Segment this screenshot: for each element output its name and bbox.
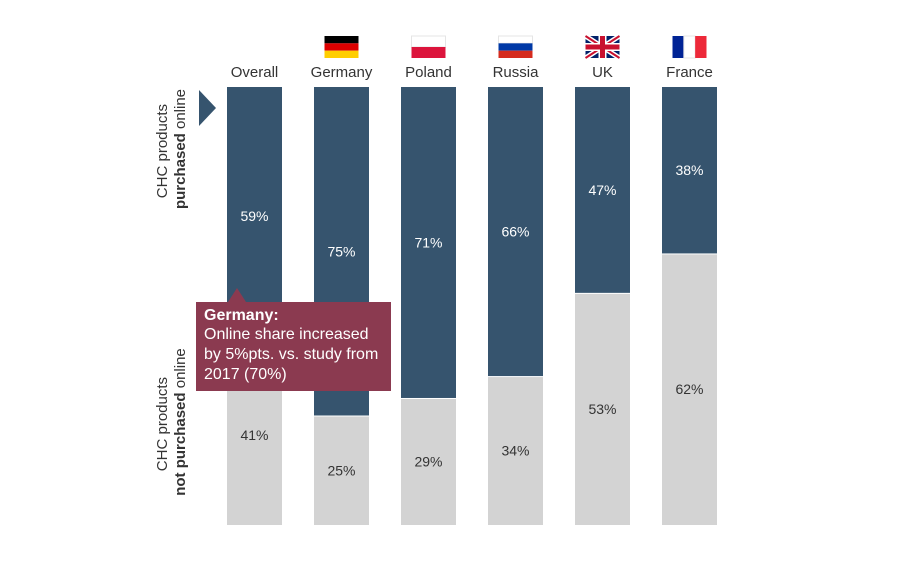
value-label-online-uk: 47% — [588, 182, 616, 198]
callout-pointer — [228, 288, 246, 302]
bar-offline-poland — [401, 398, 456, 525]
value-label-offline-uk: 53% — [588, 401, 616, 417]
category-label-overall: Overall — [231, 64, 279, 81]
bar-offline-uk — [575, 293, 630, 525]
bar-offline-russia — [488, 377, 543, 525]
bar-online-russia — [488, 87, 543, 377]
value-label-offline-poland: 29% — [414, 453, 442, 469]
bar-online-uk — [575, 87, 630, 293]
ylabel-offline-prefix: CHC products — [154, 377, 171, 471]
value-label-online-overall: 59% — [240, 208, 268, 224]
value-label-online-poland: 71% — [414, 234, 442, 250]
value-label-online-france: 38% — [675, 162, 703, 178]
ylabel-online-prefix: CHC products — [154, 104, 171, 198]
value-label-offline-overall: 41% — [240, 427, 268, 443]
callout-body: Online share increased by 5%pts. vs. stu… — [204, 326, 379, 383]
ylabel-offline-bold: not purchased — [172, 392, 189, 495]
russia-flag-icon — [498, 35, 533, 58]
ylabel-online-suffix: online — [172, 89, 189, 133]
value-label-online-germany: 75% — [327, 243, 355, 259]
category-label-poland: Poland — [405, 64, 452, 81]
ylabel-online: CHC products purchased online — [154, 89, 189, 209]
ylabel-offline-suffix: online — [172, 348, 189, 392]
value-label-offline-france: 62% — [675, 381, 703, 397]
purchased-section-arrow-icon — [199, 90, 216, 126]
bar-online-poland — [401, 87, 456, 398]
value-label-offline-russia: 34% — [501, 443, 529, 459]
uk-flag-icon — [584, 33, 621, 61]
bar-offline-germany — [314, 416, 369, 525]
category-label-russia: Russia — [493, 64, 540, 81]
value-label-online-russia: 66% — [501, 224, 529, 240]
category-label-france: France — [666, 64, 713, 81]
value-label-offline-germany: 25% — [327, 462, 355, 478]
germany-callout: Germany: Online share increased by 5%pts… — [196, 302, 391, 391]
ylabel-offline: CHC products not purchased online — [154, 348, 189, 496]
bar-offline-france — [662, 254, 717, 525]
germany-flag-icon — [324, 36, 359, 58]
category-label-uk: UK — [592, 64, 613, 81]
callout-title: Germany: — [204, 307, 279, 324]
poland-flag-icon — [411, 35, 446, 58]
category-label-germany: Germany — [311, 64, 373, 81]
france-flag-icon — [672, 35, 707, 59]
ylabel-online-bold: purchased — [172, 133, 189, 209]
bar-online-france — [662, 87, 717, 254]
